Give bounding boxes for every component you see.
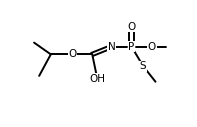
Text: O: O (148, 42, 156, 52)
Text: N: N (108, 42, 116, 52)
Text: OH: OH (89, 74, 105, 84)
Text: P: P (128, 42, 135, 52)
Text: O: O (69, 49, 77, 59)
Text: S: S (140, 61, 146, 71)
Text: O: O (127, 22, 136, 32)
